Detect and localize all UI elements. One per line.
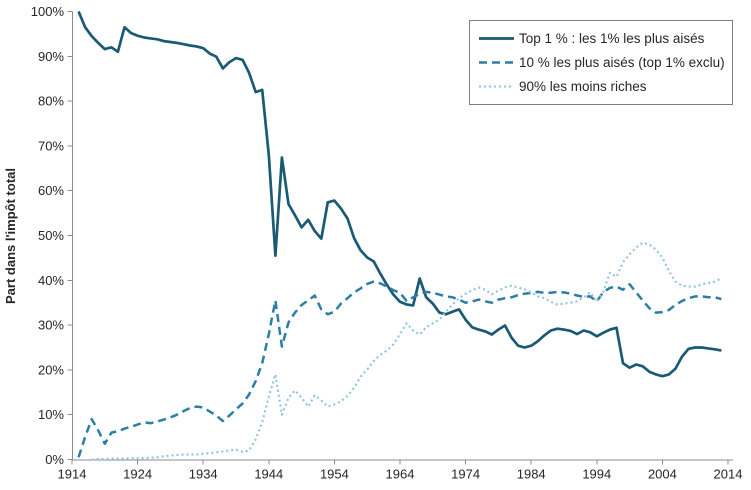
y-tick-label: 100% bbox=[31, 4, 65, 19]
legend-label-bottom90: 90% les moins riches bbox=[519, 79, 647, 94]
series-line-2 bbox=[91, 241, 722, 461]
y-tick-label: 10% bbox=[38, 407, 64, 422]
series-lines bbox=[77, 10, 722, 461]
y-tick-label: 70% bbox=[38, 138, 64, 153]
x-tick-label: 1954 bbox=[320, 467, 349, 482]
legend: Top 1 % : les 1% les plus aisés 10 % les… bbox=[469, 20, 733, 105]
legend-box bbox=[469, 20, 733, 105]
y-axis: 0% 10% 20% 30% 40% 50% 60% 70% 80% 90% 100% bbox=[31, 4, 73, 467]
x-tick-label: 1974 bbox=[451, 467, 480, 482]
x-tick-label: 1924 bbox=[123, 467, 152, 482]
x-tick-label: 2004 bbox=[648, 467, 677, 482]
y-axis-title: Part dans l'impôt total bbox=[3, 168, 18, 304]
x-tick-label: 1914 bbox=[58, 467, 87, 482]
series-line-0 bbox=[77, 10, 722, 378]
legend-label-next9: 10 % les plus aisés (top 1% exclu) bbox=[519, 55, 725, 70]
y-tick-label: 90% bbox=[38, 49, 64, 64]
legend-label-top1: Top 1 % : les 1% les plus aisés bbox=[519, 31, 705, 46]
x-tick-label: 2014 bbox=[714, 467, 743, 482]
x-axis: 1914 1924 1934 1944 1954 1964 1974 1984 1994 2004… bbox=[58, 459, 743, 482]
y-tick-label: 40% bbox=[38, 273, 64, 288]
x-tick-label: 1984 bbox=[517, 467, 546, 482]
x-tick-label: 1994 bbox=[582, 467, 611, 482]
y-tick-label: 30% bbox=[38, 318, 64, 333]
x-tick-label: 1934 bbox=[189, 467, 218, 482]
x-tick-label: 1964 bbox=[386, 467, 415, 482]
y-tick-label: 80% bbox=[38, 94, 64, 109]
y-tick-label: 20% bbox=[38, 362, 64, 377]
y-tick-label: 50% bbox=[38, 228, 64, 243]
x-tick-label: 1944 bbox=[254, 467, 283, 482]
y-tick-label: 60% bbox=[38, 183, 64, 198]
y-tick-label: 0% bbox=[45, 452, 64, 467]
series-line-1 bbox=[77, 280, 722, 458]
